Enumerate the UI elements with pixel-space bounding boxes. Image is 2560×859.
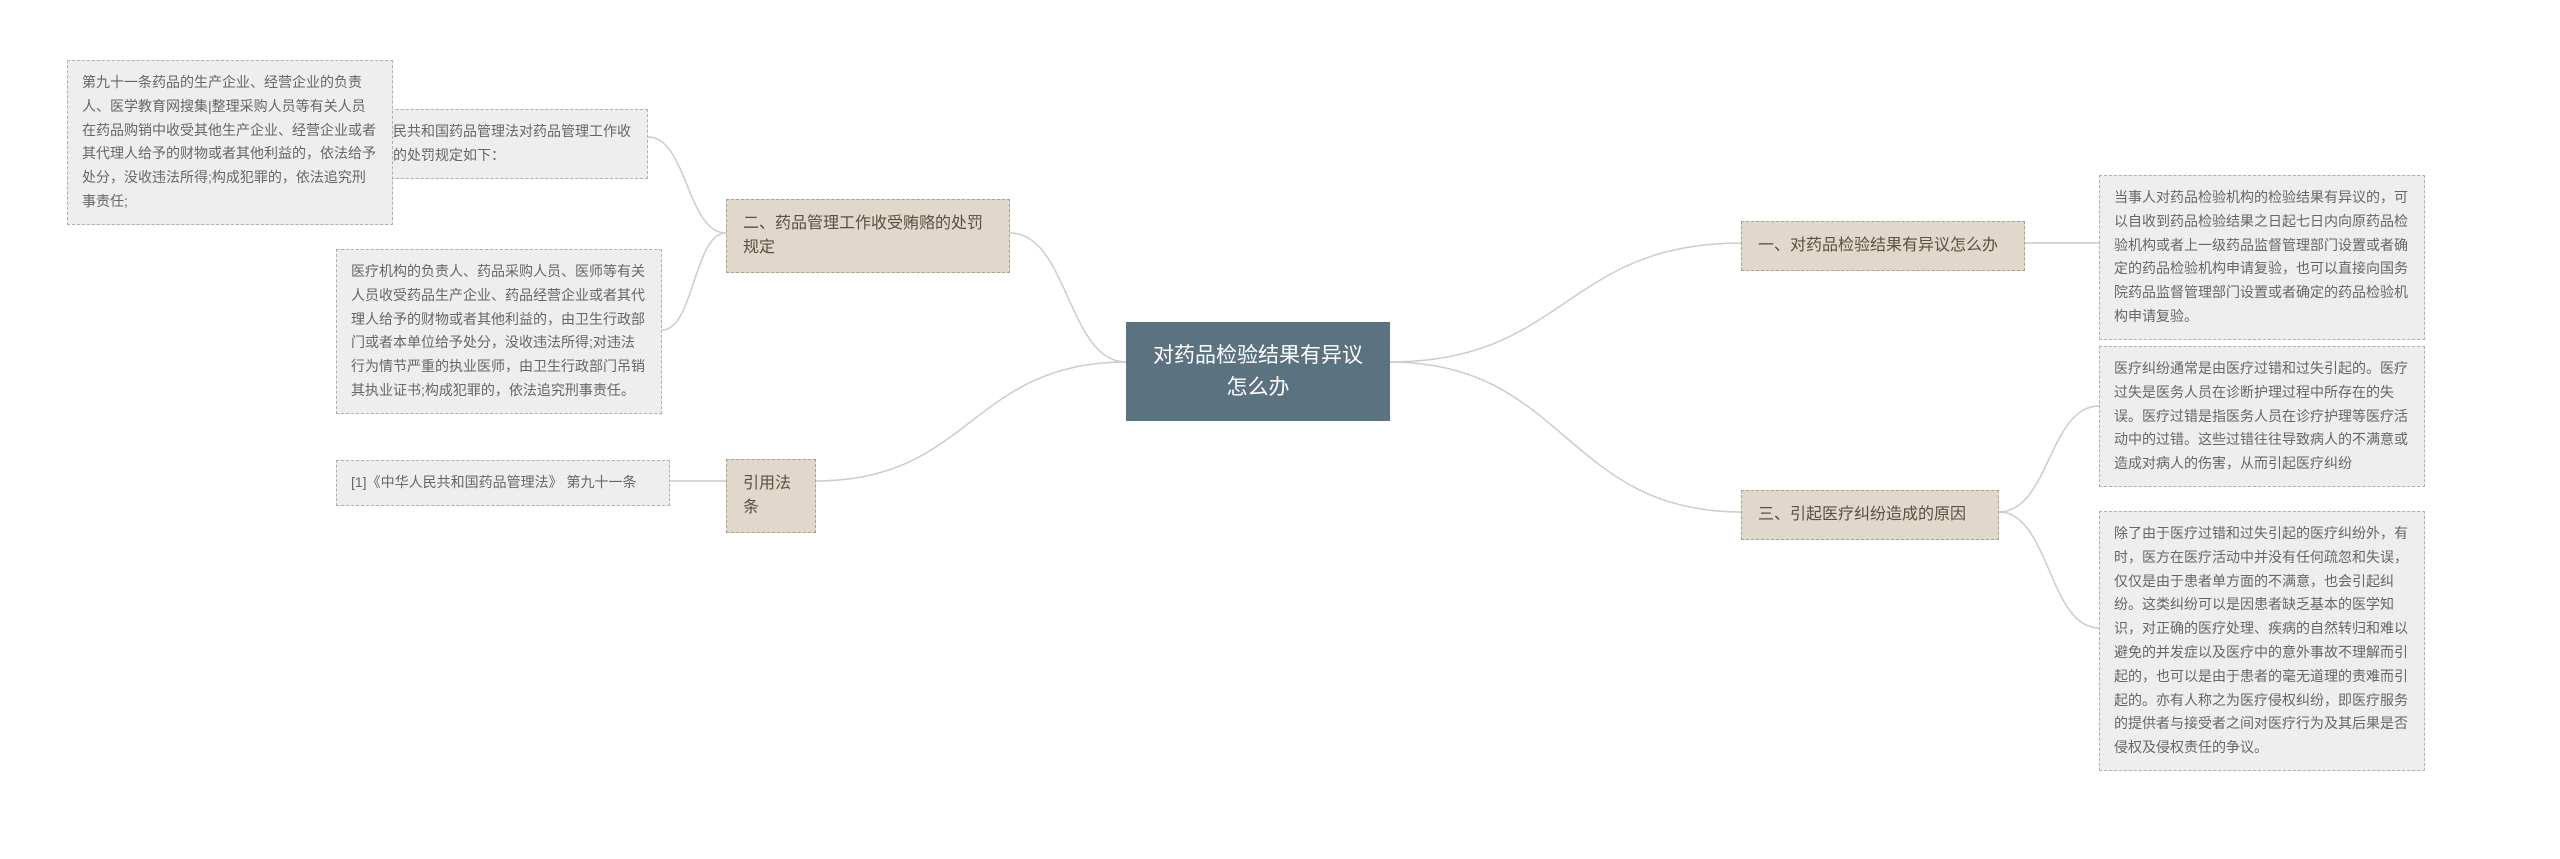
branch-right-2-label: 三、引起医疗纠纷造成的原因 bbox=[1758, 506, 1966, 523]
leaf-right-2-1-text: 医疗纠纷通常是由医疗过错和过失引起的。医疗过失是医务人员在诊断护理过程中所存在的… bbox=[2114, 360, 2408, 471]
leaf-right-1-text: 当事人对药品检验机构的检验结果有异议的，可以自收到药品检验结果之日起七日内向原药… bbox=[2114, 189, 2408, 324]
center-node-text: 对药品检验结果有异议怎么办 bbox=[1153, 344, 1363, 399]
leaf-left-1-1: 第九十一条药品的生产企业、经营企业的负责人、医学教育网搜集|整理采购人员等有关人… bbox=[67, 60, 393, 225]
leaf-left-1-2-text: 医疗机构的负责人、药品采购人员、医师等有关人员收受药品生产企业、药品经营企业或者… bbox=[351, 263, 645, 398]
branch-right-1-label: 一、对药品检验结果有异议怎么办 bbox=[1758, 237, 1998, 254]
leaf-left-2: [1]《中华人民共和国药品管理法》 第九十一条 bbox=[336, 460, 670, 506]
branch-left-1: 二、药品管理工作收受贿赂的处罚规定 bbox=[726, 199, 1010, 273]
leaf-right-2-2: 除了由于医疗过错和过失引起的医疗纠纷外，有时，医方在医疗活动中并没有任何疏忽和失… bbox=[2099, 511, 2425, 771]
leaf-right-2-1: 医疗纠纷通常是由医疗过错和过失引起的。医疗过失是医务人员在诊断护理过程中所存在的… bbox=[2099, 346, 2425, 487]
branch-left-2-label: 引用法条 bbox=[743, 475, 791, 516]
leaf-right-1: 当事人对药品检验机构的检验结果有异议的，可以自收到药品检验结果之日起七日内向原药… bbox=[2099, 175, 2425, 340]
branch-right-2: 三、引起医疗纠纷造成的原因 bbox=[1741, 490, 1999, 540]
leaf-right-2-2-text: 除了由于医疗过错和过失引起的医疗纠纷外，有时，医方在医疗活动中并没有任何疏忽和失… bbox=[2114, 525, 2408, 755]
leaf-left-1-2: 医疗机构的负责人、药品采购人员、医师等有关人员收受药品生产企业、药品经营企业或者… bbox=[336, 249, 662, 414]
center-node: 对药品检验结果有异议怎么办 bbox=[1126, 322, 1390, 421]
sub-left-1-text: 中华人民共和国药品管理法对药品管理工作收受贿赂的处罚规定如下： bbox=[351, 123, 631, 163]
leaf-left-1-1-text: 第九十一条药品的生产企业、经营企业的负责人、医学教育网搜集|整理采购人员等有关人… bbox=[82, 74, 376, 209]
branch-left-2: 引用法条 bbox=[726, 459, 816, 533]
leaf-left-2-text: [1]《中华人民共和国药品管理法》 第九十一条 bbox=[351, 474, 636, 490]
branch-right-1: 一、对药品检验结果有异议怎么办 bbox=[1741, 221, 2025, 271]
branch-left-1-label: 二、药品管理工作收受贿赂的处罚规定 bbox=[743, 215, 983, 256]
